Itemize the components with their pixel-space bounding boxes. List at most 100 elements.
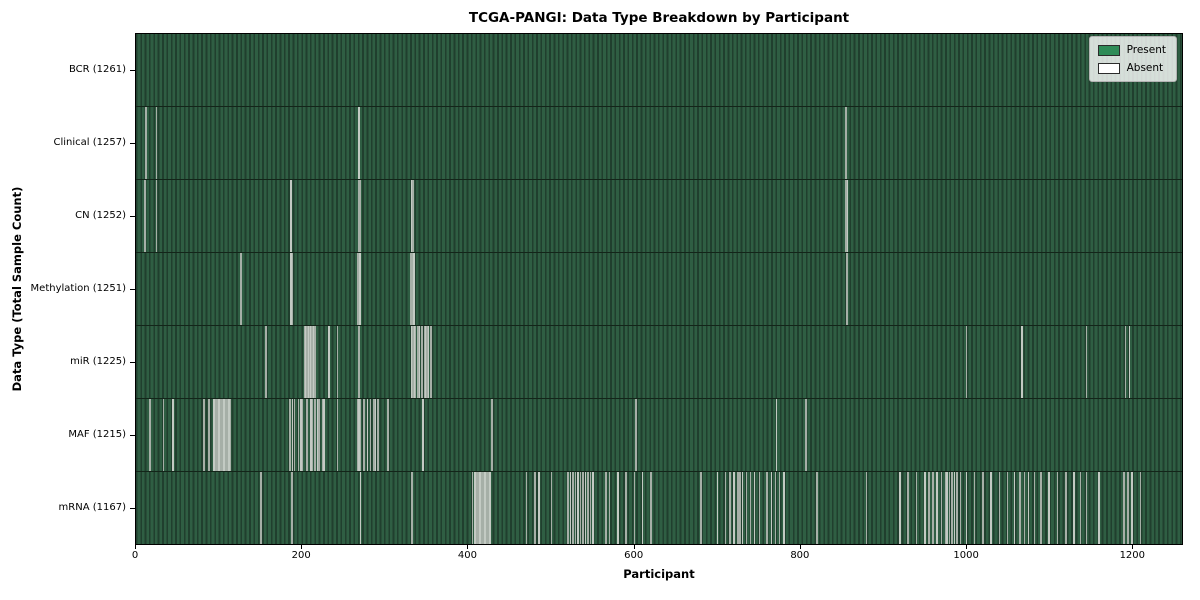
absent-mark <box>359 253 361 325</box>
absent-mark <box>411 326 413 398</box>
absent-mark <box>336 326 339 398</box>
absent-mark <box>413 326 415 398</box>
absent-mark <box>525 472 528 544</box>
absent-mark <box>641 472 644 544</box>
absent-mark <box>775 399 778 471</box>
y-tick-label-bcr: BCR (1261) <box>68 63 126 75</box>
absent-mark <box>336 399 339 471</box>
absent-mark <box>155 107 158 179</box>
absent-mark <box>846 180 849 252</box>
absent-mark <box>260 472 262 544</box>
absent-mark <box>1065 472 1067 544</box>
absent-mark <box>845 180 847 252</box>
absent-mark <box>427 326 429 398</box>
absent-mark <box>574 472 577 544</box>
absent-mark <box>965 472 967 544</box>
absent-mark <box>729 472 731 544</box>
absent-mark <box>311 399 314 471</box>
absent-mark <box>584 472 587 544</box>
absent-mark <box>973 472 976 544</box>
absent-mark <box>155 180 158 252</box>
absent-mark <box>1127 472 1129 544</box>
absent-swatch-icon <box>1097 62 1120 74</box>
absent-mark <box>224 399 227 471</box>
absent-mark <box>724 472 727 544</box>
absent-mark <box>605 472 607 544</box>
absent-mark <box>359 399 362 471</box>
absent-mark <box>569 472 572 544</box>
absent-mark <box>311 326 314 398</box>
absent-mark <box>1131 472 1133 544</box>
absent-mark <box>314 326 316 398</box>
absent-mark <box>357 253 359 325</box>
row-clinical <box>136 106 1182 179</box>
row-maf <box>136 398 1182 471</box>
chart-title: TCGA-PANGI: Data Type Breakdown by Parti… <box>468 10 850 26</box>
absent-mark <box>716 472 719 544</box>
legend: Present Absent <box>1088 36 1177 82</box>
absent-mark <box>1023 472 1026 544</box>
absent-mark <box>309 326 311 398</box>
absent-mark <box>310 399 312 471</box>
absent-mark <box>635 399 637 471</box>
absent-mark <box>482 472 485 544</box>
absent-mark <box>953 472 956 544</box>
x-tick-mark <box>633 545 635 549</box>
absent-mark <box>617 472 619 544</box>
absent-mark <box>307 326 310 398</box>
absent-mark <box>412 180 414 252</box>
absent-mark <box>534 472 536 544</box>
absent-mark <box>358 180 360 252</box>
absent-mark <box>291 472 293 544</box>
absent-mark <box>308 326 311 398</box>
row-bcr <box>136 34 1182 106</box>
absent-mark <box>998 472 1001 544</box>
absent-mark <box>1124 326 1127 398</box>
row-mrna <box>136 471 1182 544</box>
absent-mark <box>304 326 306 398</box>
absent-mark <box>932 472 934 544</box>
absent-mark <box>928 472 930 544</box>
absent-mark <box>290 253 292 325</box>
absent-mark <box>1021 326 1023 398</box>
absent-mark <box>289 399 291 471</box>
absent-mark <box>214 399 217 471</box>
plot-area <box>135 33 1183 545</box>
absent-mark <box>387 399 389 471</box>
absent-mark <box>1056 472 1059 544</box>
absent-mark <box>306 326 309 398</box>
absent-mark <box>311 326 313 398</box>
absent-mark <box>733 472 735 544</box>
absent-mark <box>409 253 412 325</box>
absent-mark <box>739 472 741 544</box>
absent-mark <box>359 180 362 252</box>
absent-mark <box>218 399 220 471</box>
absent-mark <box>417 326 419 398</box>
absent-mark <box>358 107 360 179</box>
x-tick-label-0: 0 <box>131 550 139 561</box>
x-tick-label-400: 400 <box>457 550 477 561</box>
absent-mark <box>172 399 174 471</box>
absent-mark <box>479 472 481 544</box>
absent-mark <box>924 472 926 544</box>
absent-mark <box>265 326 267 398</box>
absent-mark <box>412 326 414 398</box>
absent-mark <box>491 399 493 471</box>
absent-mark <box>410 180 413 252</box>
x-axis-label: Participant <box>623 567 695 581</box>
absent-mark <box>216 399 218 471</box>
absent-mark <box>951 472 953 544</box>
absent-mark <box>737 472 739 544</box>
absent-mark <box>579 472 582 544</box>
absent-mark <box>936 472 938 544</box>
row-cn <box>136 179 1182 252</box>
absent-mark <box>899 472 901 544</box>
absent-mark <box>413 326 416 398</box>
x-tick-label-200: 200 <box>291 550 311 561</box>
absent-mark <box>805 399 807 471</box>
absent-mark <box>313 326 315 398</box>
absent-mark <box>219 399 222 471</box>
x-tick-mark <box>135 545 136 549</box>
absent-mark <box>944 472 947 544</box>
